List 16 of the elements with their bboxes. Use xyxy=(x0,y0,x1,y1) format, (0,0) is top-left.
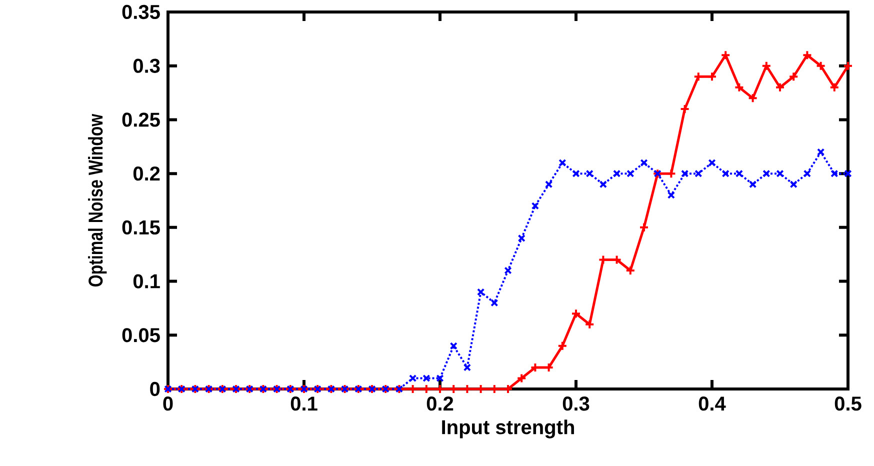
x-tick-label: 0.2 xyxy=(426,396,454,411)
y-axis-title: Optimal Noise Window xyxy=(88,114,107,286)
x-tick-label: 0.4 xyxy=(698,396,726,411)
x-tick-label: 0.1 xyxy=(290,396,318,411)
y-tick-label: 0.2 xyxy=(133,166,160,181)
x-axis-title: Input strength xyxy=(442,420,574,438)
y-tick-label: 0.25 xyxy=(122,112,160,127)
y-tick-label: 0.15 xyxy=(122,220,160,234)
x-tick-label: 0.3 xyxy=(562,396,590,411)
x-tick-label: 0 xyxy=(163,396,173,411)
y-tick-label: 0 xyxy=(150,382,160,396)
x-tick-label: 0.5 xyxy=(834,396,862,411)
y-tick-label: 0.3 xyxy=(133,58,160,73)
y-tick-label: 0.05 xyxy=(122,328,160,342)
y-tick-label: 0.1 xyxy=(133,274,160,288)
y-tick-label: 0.35 xyxy=(122,4,160,20)
